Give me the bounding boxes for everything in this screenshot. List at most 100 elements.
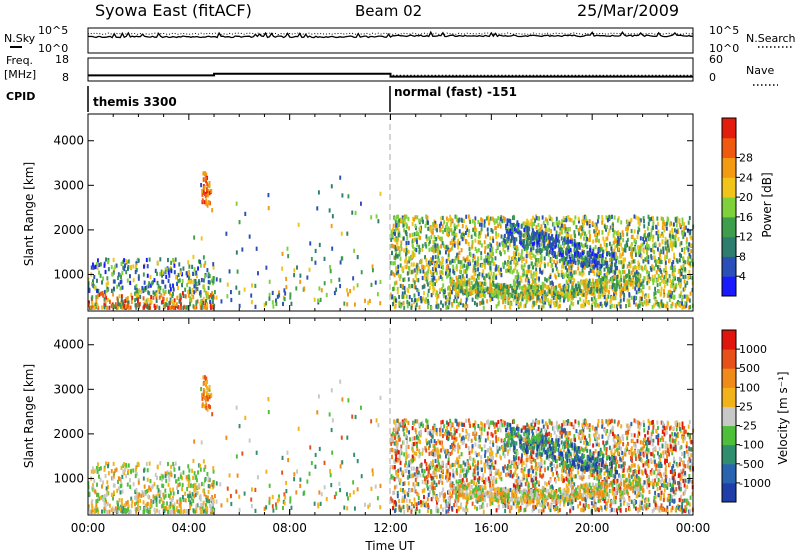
power-cell xyxy=(589,245,592,250)
velocity-cell xyxy=(268,483,271,488)
velocity-cell xyxy=(148,461,151,466)
power-cell xyxy=(171,305,173,310)
power-cell xyxy=(639,236,642,241)
power-cell xyxy=(545,231,548,237)
power-cell xyxy=(606,218,609,223)
power-cell xyxy=(512,250,515,256)
velocity-cell xyxy=(347,496,349,501)
power-cell xyxy=(310,256,313,262)
velocity-cell xyxy=(96,482,98,487)
velocity-cell xyxy=(203,390,206,395)
power-cell xyxy=(297,222,300,227)
power-cell xyxy=(449,260,452,265)
velocity-cell xyxy=(314,464,317,469)
velocity-cell xyxy=(127,469,130,474)
power-cell xyxy=(480,251,483,256)
velocity-cell xyxy=(255,450,258,455)
power-cell xyxy=(486,260,489,265)
power-cell xyxy=(427,298,430,304)
power-cell xyxy=(219,278,222,283)
velocity-cell xyxy=(147,494,150,499)
velocity-cell xyxy=(87,507,90,512)
power-cell xyxy=(267,193,270,198)
power-cell xyxy=(431,257,434,262)
power-cell xyxy=(134,263,137,268)
velocity-cell xyxy=(206,397,209,402)
velocity-cell xyxy=(235,454,238,459)
power-cell xyxy=(617,230,620,235)
power-cell xyxy=(549,281,552,286)
power-cell xyxy=(187,289,190,295)
power-cell xyxy=(448,271,451,277)
velocity-cell xyxy=(159,476,162,481)
power-cell xyxy=(646,226,649,231)
power-cell xyxy=(555,237,558,242)
power-cell xyxy=(490,253,493,258)
power-cell xyxy=(199,293,202,298)
power-cell xyxy=(671,283,673,288)
power-cell xyxy=(583,257,586,262)
power-cell xyxy=(437,251,439,256)
power-cell xyxy=(661,240,664,245)
power-cell xyxy=(497,282,500,288)
power-cell xyxy=(528,222,531,227)
velocity-cell xyxy=(121,509,124,514)
power-cell xyxy=(405,256,407,261)
velocity-cell xyxy=(158,509,161,514)
power-cell xyxy=(401,215,404,220)
power-cell xyxy=(289,292,292,297)
power-cell xyxy=(536,216,538,221)
power-cell xyxy=(496,282,499,288)
power-cell xyxy=(681,297,684,302)
power-cell xyxy=(593,295,596,300)
power-cell xyxy=(459,260,462,265)
power-cell xyxy=(617,246,620,251)
power-cell xyxy=(205,172,208,177)
power-cell xyxy=(415,264,418,269)
power-cell xyxy=(583,281,586,287)
power-cell xyxy=(617,302,620,307)
power-cell xyxy=(521,297,524,302)
power-cell xyxy=(275,298,277,303)
power-cell xyxy=(453,235,456,240)
power-cell xyxy=(474,294,477,299)
power-cell xyxy=(117,305,120,310)
power-cell xyxy=(620,220,623,225)
power-cell xyxy=(455,275,458,280)
velocity-cell xyxy=(146,489,149,494)
power-cell xyxy=(395,271,398,276)
power-cell xyxy=(130,299,133,305)
power-cell xyxy=(195,274,198,279)
power-cell xyxy=(474,216,477,221)
velocity-cell xyxy=(394,423,397,428)
colorbar-tick-label: 24 xyxy=(739,171,753,184)
power-cell xyxy=(506,226,509,232)
power-cell xyxy=(678,282,681,287)
power-cell xyxy=(443,294,445,299)
power-cell xyxy=(540,254,543,259)
power-cell xyxy=(657,273,660,279)
nsky-series-line xyxy=(87,30,694,39)
power-cell xyxy=(578,271,581,276)
velocity-cell xyxy=(129,484,132,489)
power-cell xyxy=(547,239,550,244)
power-cell xyxy=(95,298,98,303)
power-cell xyxy=(463,263,466,268)
power-cell xyxy=(457,218,460,223)
power-cell xyxy=(544,300,547,305)
power-cell xyxy=(250,283,253,288)
power-cell xyxy=(646,276,649,281)
power-cell xyxy=(265,265,268,270)
power-cell xyxy=(143,304,146,309)
power-cell xyxy=(120,294,123,299)
power-cell xyxy=(570,268,573,274)
power-cell xyxy=(675,301,678,306)
power-cell xyxy=(653,250,656,255)
power-cell xyxy=(411,232,414,237)
power-cell xyxy=(563,274,565,279)
power-cell xyxy=(155,298,158,303)
power-cell xyxy=(484,264,486,270)
power-cell xyxy=(431,278,434,283)
power-cell xyxy=(571,285,574,290)
power-cell xyxy=(563,290,566,295)
